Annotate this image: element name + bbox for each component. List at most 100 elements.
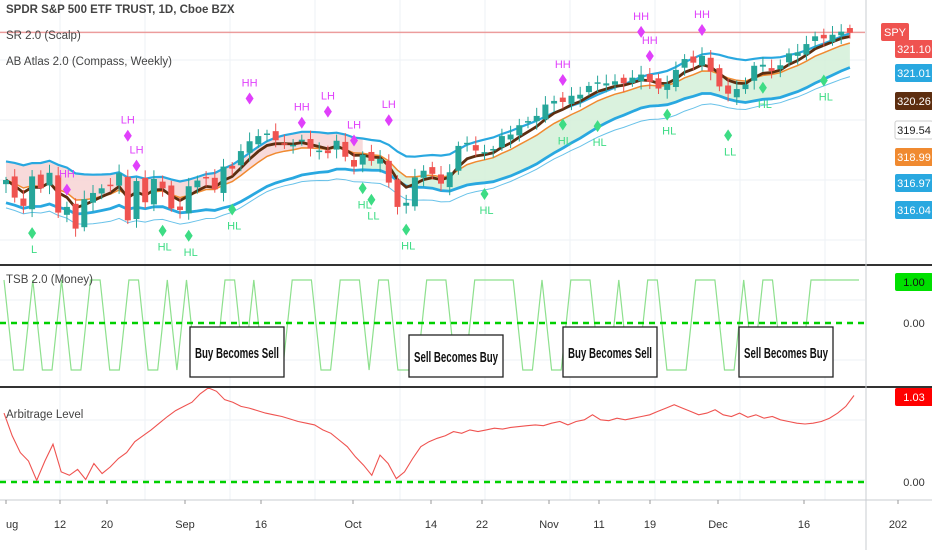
pivot-marker-lh: LH bbox=[121, 115, 135, 142]
pivot-marker-hl: HL bbox=[479, 187, 494, 217]
diamond-icon bbox=[637, 25, 646, 38]
candle-body bbox=[525, 121, 531, 123]
pivot-label: HL bbox=[158, 242, 172, 254]
time-tick-label[interactable]: 202 bbox=[889, 519, 907, 531]
arbitrage-pane-title[interactable]: Arbitrage Level bbox=[6, 409, 83, 421]
candle-body bbox=[281, 143, 288, 145]
badge-text: 1.00 bbox=[903, 277, 924, 289]
pivot-label: LL bbox=[367, 211, 379, 223]
arbitrage-value-badge[interactable]: 1.03 bbox=[895, 388, 932, 406]
price-badge[interactable]: 318.99 bbox=[895, 148, 932, 166]
pane-separator bbox=[0, 386, 932, 388]
candle-body bbox=[794, 52, 801, 56]
candle-body bbox=[359, 154, 366, 165]
annotation-text: Buy Becomes Sell bbox=[568, 345, 652, 362]
candle-body bbox=[20, 198, 27, 206]
time-tick-label[interactable]: 11 bbox=[593, 519, 604, 531]
diamond-icon bbox=[228, 203, 237, 216]
time-tick-label[interactable]: Dec bbox=[708, 519, 728, 531]
pivot-label: LH bbox=[321, 91, 335, 103]
candle-body bbox=[786, 53, 792, 63]
candle-body bbox=[29, 176, 36, 210]
candle-body bbox=[742, 84, 749, 90]
diamond-icon bbox=[819, 74, 828, 87]
time-tick-label[interactable]: 20 bbox=[101, 519, 113, 531]
diamond-icon bbox=[132, 159, 141, 172]
time-tick-label[interactable]: Oct bbox=[344, 519, 361, 531]
badge-text: SPY bbox=[884, 27, 907, 39]
candle-body bbox=[377, 158, 384, 164]
candle-body bbox=[481, 152, 488, 154]
time-tick-label[interactable]: 22 bbox=[476, 519, 488, 531]
pivot-label: HL bbox=[184, 247, 198, 259]
pivot-marker-lh: LH bbox=[347, 119, 361, 147]
diamond-icon bbox=[384, 114, 393, 127]
annotation-text: Buy Becomes Sell bbox=[195, 345, 279, 362]
time-tick-label[interactable]: 16 bbox=[255, 519, 267, 531]
candle-body bbox=[324, 150, 331, 154]
tsb-value-badge[interactable]: 1.00 bbox=[895, 273, 932, 291]
time-tick-label[interactable]: Sep bbox=[175, 519, 195, 531]
badge-bg bbox=[895, 388, 932, 406]
candle-body bbox=[229, 165, 236, 169]
price-badge[interactable]: 321.01 bbox=[895, 64, 932, 82]
badge-bg bbox=[895, 64, 932, 82]
candle-body bbox=[498, 136, 505, 148]
diamond-icon bbox=[724, 129, 733, 142]
symbol-title[interactable]: SPDR S&P 500 ETF TRUST, 1D, Cboe BZX bbox=[6, 4, 235, 16]
pane-separator bbox=[0, 264, 932, 266]
candle-body bbox=[342, 141, 349, 157]
pivot-label: LH bbox=[129, 145, 143, 157]
annotation-box-4: Sell Becomes Buy bbox=[738, 326, 834, 378]
price-axis[interactable]: SPY 321.10 321.01 320.26 319.54 318.99 316.97 3… bbox=[881, 23, 932, 489]
indicator-title-sr[interactable]: SR 2.0 (Scalp) bbox=[6, 30, 81, 42]
time-tick-label[interactable]: 16 bbox=[798, 519, 810, 531]
candle-body bbox=[411, 177, 418, 207]
price-badge[interactable]: 319.54 bbox=[894, 120, 932, 140]
badge-bg bbox=[895, 174, 932, 192]
annotation-text: Sell Becomes Buy bbox=[744, 345, 828, 362]
symbol-badge[interactable]: SPY bbox=[881, 23, 909, 41]
time-tick-label[interactable]: 14 bbox=[425, 519, 437, 531]
pivot-label: HL bbox=[227, 220, 241, 232]
candle-body bbox=[751, 65, 758, 81]
band-fill-bearish bbox=[6, 131, 363, 200]
candle-body bbox=[37, 174, 44, 189]
price-badge[interactable]: 320.26 bbox=[895, 92, 932, 110]
diamond-icon bbox=[297, 116, 306, 129]
candle-body bbox=[681, 59, 688, 68]
diamond-icon bbox=[28, 227, 37, 240]
indicator-title-atlas[interactable]: AB Atlas 2.0 (Compass, Weekly) bbox=[6, 56, 172, 68]
diamond-icon bbox=[350, 134, 358, 147]
candle-body bbox=[829, 34, 836, 42]
price-badge[interactable]: 316.04 bbox=[895, 201, 932, 219]
time-axis[interactable]: ug 12 20 Sep 16 Oct 14 22 Nov 11 19 Dec 16 202 bbox=[5, 500, 907, 531]
tsb-pane-title[interactable]: TSB 2.0 (Money) bbox=[6, 274, 93, 286]
pivot-label: HL bbox=[401, 241, 415, 253]
pivot-marker-hl: HL bbox=[819, 74, 833, 104]
badge-bg bbox=[895, 273, 932, 291]
candle-body bbox=[803, 44, 810, 55]
pivot-marker-hh: HH bbox=[633, 11, 649, 38]
price-badge[interactable]: 316.97 bbox=[895, 174, 932, 192]
candle-body bbox=[620, 77, 627, 84]
candle-body bbox=[351, 160, 357, 167]
candle-body bbox=[194, 180, 201, 188]
pivot-marker-lh: LH bbox=[129, 145, 144, 172]
candle-body bbox=[90, 192, 96, 203]
price-badge[interactable]: 321.10 bbox=[895, 40, 932, 58]
tsb-zero-label: 0.00 bbox=[903, 318, 924, 330]
pivot-label: HL bbox=[593, 137, 607, 149]
time-tick-label[interactable]: ug bbox=[6, 519, 18, 531]
candle-body bbox=[455, 145, 462, 171]
time-tick-label[interactable]: 12 bbox=[54, 519, 66, 531]
outer-band-line bbox=[5, 76, 851, 225]
time-tick-label[interactable]: 19 bbox=[644, 519, 656, 531]
candle-body bbox=[246, 141, 253, 153]
candle-body bbox=[446, 172, 453, 188]
pivot-label: LH bbox=[382, 99, 396, 111]
candle-body bbox=[568, 95, 575, 104]
badge-text: 318.99 bbox=[897, 152, 931, 164]
candle-body bbox=[699, 55, 705, 66]
time-tick-label[interactable]: Nov bbox=[539, 519, 559, 531]
